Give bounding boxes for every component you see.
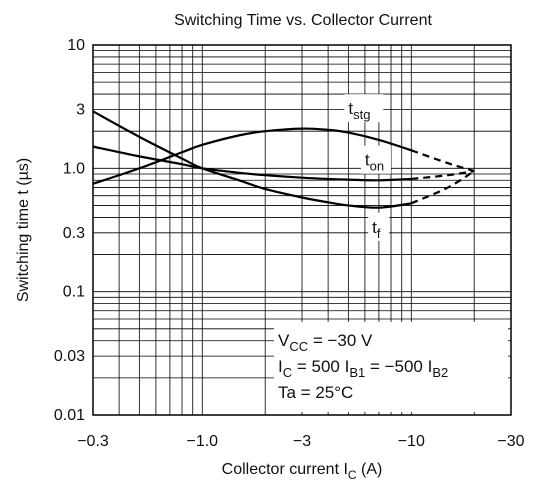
conditions-box: VCC = −30 V IC = 500 IB1 = −500 IB2 Ta = 2… <box>274 322 508 412</box>
x-tick-label: −0.3 <box>77 433 109 450</box>
condition-line: VCC = −30 V <box>278 331 373 354</box>
plot-frame <box>92 44 512 416</box>
x-tick-label: −3 <box>293 433 311 450</box>
x-tick-label: −1.0 <box>186 433 218 450</box>
x-tick-label: −10 <box>398 433 425 450</box>
series-label-backdrop <box>368 212 390 241</box>
condition-line: IC = 500 IB1 = −500 IB2 <box>278 357 448 380</box>
series-label-tstg: tstg <box>348 99 370 122</box>
series-ton-line <box>92 145 412 182</box>
y-tick-labels: 10 3 1.0 0.3 0.1 0.03 0.01 <box>54 37 85 424</box>
series-label-backdrop <box>344 94 384 123</box>
series-curves <box>92 110 475 209</box>
series-tstg <box>92 127 475 185</box>
x-axis-label: Collector current IC (A) <box>222 461 383 482</box>
series-tstg-line <box>92 127 412 185</box>
x-axis-label-tail: (A) <box>357 461 383 478</box>
series-ton <box>92 145 475 182</box>
y-tick-label: 10 <box>67 37 85 54</box>
conditions-backdrop <box>274 322 508 412</box>
series-ton-extrapolated <box>411 169 475 181</box>
y-tick-label: 0.01 <box>54 407 85 424</box>
series-tf <box>92 110 475 209</box>
y-tick-label: 0.1 <box>63 284 85 301</box>
y-tick-label: 0.03 <box>54 348 85 365</box>
series-tstg-extrapolated <box>410 149 475 173</box>
x-axis-label-main: Collector current I <box>222 461 348 478</box>
series-labels: tstg ton tf <box>344 94 391 241</box>
series-tf-extrapolated <box>410 170 475 205</box>
series-label-tf: tf <box>372 218 381 241</box>
series-label-backdrop <box>360 145 391 174</box>
chart-title: Switching Time vs. Collector Current <box>174 12 432 29</box>
condition-line: Ta = 25°C <box>278 383 353 402</box>
x-axis-label-sub: C <box>348 468 357 482</box>
y-tick-label: 0.3 <box>63 225 85 242</box>
x-tick-labels: −0.3 −1.0 −3 −10 −30 <box>77 433 524 450</box>
x-tick-label: −30 <box>497 433 524 450</box>
y-tick-label: 1.0 <box>63 160 85 177</box>
y-tick-label: 3 <box>76 101 85 118</box>
series-tf-line <box>92 110 412 209</box>
series-label-ton: ton <box>365 151 384 174</box>
y-axis-label: Switching time t (µs) <box>15 158 32 302</box>
